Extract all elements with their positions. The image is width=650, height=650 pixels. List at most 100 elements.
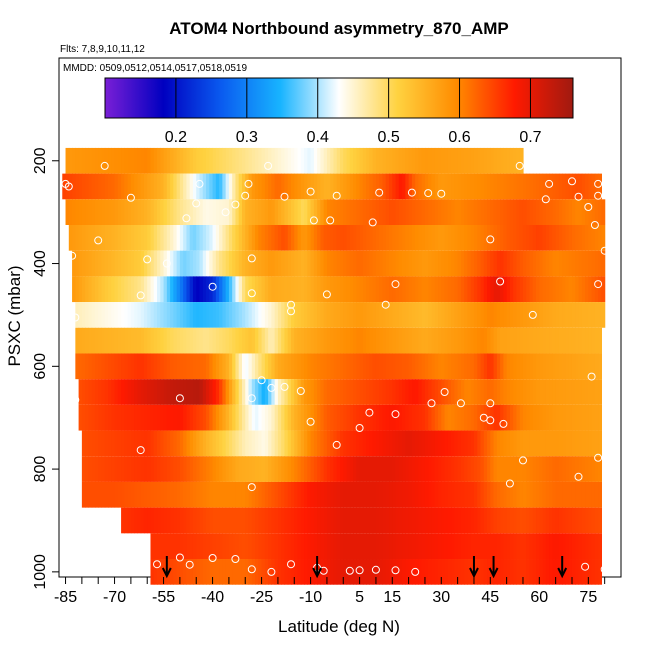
sample-point xyxy=(574,472,583,481)
heatmap-cell xyxy=(166,353,171,380)
heatmap-cell xyxy=(179,481,184,508)
heatmap-cell xyxy=(571,559,576,585)
heatmap-cell xyxy=(444,199,449,225)
heatmap-cell xyxy=(281,559,286,585)
heatmap-cell xyxy=(114,404,119,431)
heatmap-cell xyxy=(94,353,99,380)
heatmap-cell xyxy=(192,379,197,405)
heatmap-cell xyxy=(304,225,308,251)
heatmap-cell xyxy=(382,147,387,174)
heatmap-cell xyxy=(369,250,374,277)
heatmap-cell xyxy=(186,533,191,560)
heatmap-cell xyxy=(251,302,256,328)
heatmap-cell xyxy=(206,250,210,277)
heatmap-cell xyxy=(137,430,142,457)
heatmap-cell xyxy=(75,173,80,200)
heatmap-cell xyxy=(366,276,371,303)
heatmap-cell xyxy=(173,302,178,328)
heatmap-cell xyxy=(343,173,348,200)
heatmap-cell xyxy=(179,199,184,225)
heatmap-cell xyxy=(323,276,328,303)
heatmap-cell xyxy=(326,353,331,380)
heatmap-cell xyxy=(536,302,540,328)
heatmap-cell xyxy=(255,481,259,508)
heatmap-cell xyxy=(389,456,393,482)
heatmap-cell xyxy=(222,276,227,303)
heatmap-cell xyxy=(503,430,508,457)
heatmap-cell xyxy=(297,533,302,560)
heatmap-cell xyxy=(268,507,272,534)
heatmap-cell xyxy=(447,379,452,405)
heatmap-cell xyxy=(581,533,586,560)
heatmap-cell xyxy=(121,507,125,534)
heatmap-cell xyxy=(179,430,184,457)
heatmap-cell xyxy=(199,533,204,560)
heatmap-cell xyxy=(441,225,446,251)
heatmap-cell xyxy=(91,199,96,225)
heatmap-cell xyxy=(532,533,537,560)
heatmap-cell xyxy=(160,559,165,585)
heatmap-cell xyxy=(470,225,475,251)
heatmap-cell xyxy=(189,481,194,508)
heatmap-cell xyxy=(336,147,341,174)
heatmap-cell xyxy=(438,250,442,277)
heatmap-cell xyxy=(268,250,272,277)
heatmap-cell xyxy=(516,404,521,431)
heatmap-cell xyxy=(176,507,181,534)
heatmap-cell xyxy=(153,225,158,251)
heatmap-cell xyxy=(366,225,371,251)
sample-point xyxy=(195,179,204,188)
heatmap-cell xyxy=(130,379,135,405)
heatmap-cell xyxy=(281,404,286,431)
heatmap-cell xyxy=(333,456,338,482)
heatmap-cell xyxy=(480,559,485,585)
heatmap-cell xyxy=(408,559,413,585)
heatmap-cell xyxy=(163,147,168,174)
heatmap-cell xyxy=(202,276,207,303)
heatmap-cell xyxy=(375,173,380,200)
heatmap-cell xyxy=(294,173,299,200)
heatmap-cell xyxy=(209,173,214,200)
heatmap-cell xyxy=(552,302,557,328)
sample-point xyxy=(568,177,576,186)
heatmap-cell xyxy=(140,250,145,277)
heatmap-cell xyxy=(235,173,240,200)
heatmap-cell xyxy=(333,250,338,277)
heatmap-cell xyxy=(343,302,348,328)
heatmap-cell xyxy=(140,507,145,534)
heatmap-cell xyxy=(503,173,508,200)
heatmap-cell xyxy=(196,276,201,303)
heatmap-cell xyxy=(424,353,429,380)
heatmap-cell xyxy=(163,250,168,277)
heatmap-cell xyxy=(147,250,152,277)
heatmap-cell xyxy=(526,404,531,431)
heatmap-cell xyxy=(245,147,250,174)
heatmap-cell xyxy=(238,481,243,508)
heatmap-cell xyxy=(238,507,243,534)
heatmap-cell xyxy=(581,225,586,251)
heatmap-cell xyxy=(457,302,462,328)
heatmap-cell xyxy=(356,404,361,431)
heatmap-cell xyxy=(539,404,544,431)
heatmap-cell xyxy=(189,225,194,251)
heatmap-cell xyxy=(143,353,148,380)
heatmap-cell xyxy=(284,250,289,277)
heatmap-cell xyxy=(398,276,403,303)
heatmap-cell xyxy=(179,353,184,380)
heatmap-cell xyxy=(529,250,534,277)
heatmap-cell xyxy=(470,173,475,200)
heatmap-cell xyxy=(287,199,292,225)
heatmap-cell xyxy=(555,533,560,560)
heatmap-cell xyxy=(81,327,86,354)
heatmap-cell xyxy=(375,379,380,405)
heatmap-cell xyxy=(493,250,498,277)
heatmap-cell xyxy=(571,379,576,405)
heatmap-cell xyxy=(124,379,129,405)
heatmap-cell xyxy=(473,199,478,225)
y-tick-label: 600 xyxy=(32,353,49,380)
heatmap-cell xyxy=(594,327,599,354)
heatmap-cell xyxy=(333,147,338,174)
heatmap-cell xyxy=(493,173,498,200)
heatmap-cell xyxy=(473,147,478,174)
heatmap-cell xyxy=(192,430,197,457)
